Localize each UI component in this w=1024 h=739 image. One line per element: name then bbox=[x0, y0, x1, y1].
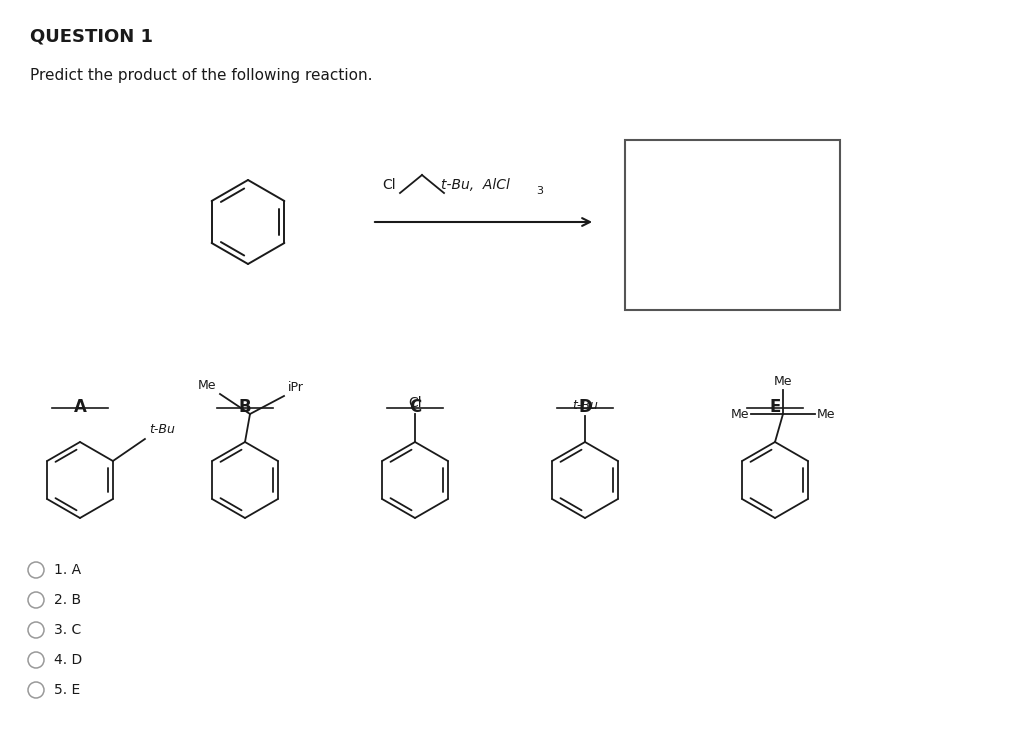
Text: E: E bbox=[769, 398, 780, 416]
Text: 1. A: 1. A bbox=[54, 563, 81, 577]
Text: 3: 3 bbox=[536, 186, 543, 196]
Text: t-Bu,  AlCl: t-Bu, AlCl bbox=[441, 178, 510, 192]
Text: 2. B: 2. B bbox=[54, 593, 81, 607]
Text: 3. C: 3. C bbox=[54, 623, 81, 637]
Text: QUESTION 1: QUESTION 1 bbox=[30, 28, 153, 46]
Text: 4. D: 4. D bbox=[54, 653, 82, 667]
Text: Me: Me bbox=[198, 379, 216, 392]
Bar bbox=[625, 140, 840, 310]
Text: iPr: iPr bbox=[288, 381, 304, 394]
Text: Me: Me bbox=[774, 375, 793, 388]
Text: Cl: Cl bbox=[382, 178, 395, 192]
Text: 5. E: 5. E bbox=[54, 683, 80, 697]
Text: C: C bbox=[409, 398, 421, 416]
Text: Me: Me bbox=[817, 407, 836, 420]
Text: Me: Me bbox=[730, 407, 749, 420]
Text: Predict the product of the following reaction.: Predict the product of the following rea… bbox=[30, 68, 373, 83]
Text: Cl: Cl bbox=[409, 396, 422, 410]
Text: A: A bbox=[74, 398, 86, 416]
Text: t-Bu: t-Bu bbox=[148, 423, 175, 436]
Text: t-Bu: t-Bu bbox=[572, 399, 598, 412]
Text: D: D bbox=[579, 398, 592, 416]
Text: B: B bbox=[239, 398, 251, 416]
